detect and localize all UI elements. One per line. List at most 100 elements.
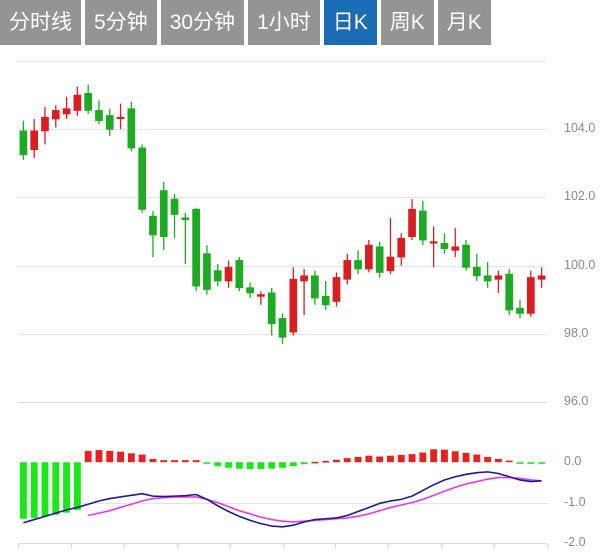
price-gridline-top [18, 61, 547, 62]
macd-histogram-bar [516, 462, 524, 464]
tab-period-4[interactable]: 日K [323, 0, 377, 45]
price-panel: 104.0 102.0 100.0 98.0 96.0 [0, 51, 603, 409]
macd-bottom-axis [18, 543, 547, 544]
candlestick-series[interactable] [0, 51, 603, 409]
candle-body[interactable] [440, 243, 449, 249]
x-axis-tick [494, 544, 496, 548]
candle-body[interactable] [397, 237, 406, 258]
candle-body[interactable] [257, 294, 265, 297]
candle-body[interactable] [181, 217, 190, 220]
candle-body[interactable] [203, 253, 211, 290]
candle-body[interactable] [213, 270, 222, 282]
macd-histogram-bar [257, 462, 265, 470]
tab-label: 日K [332, 11, 368, 34]
macd-histogram-bar [419, 452, 427, 463]
candle-body[interactable] [73, 94, 82, 111]
tab-period-5[interactable]: 周K [380, 0, 434, 45]
candle-body[interactable] [300, 275, 308, 282]
macd-axis-label-1: -1.0 [564, 494, 586, 509]
candle-body[interactable] [105, 115, 114, 130]
tab-period-3[interactable]: 1小时 [248, 0, 320, 45]
candle-body[interactable] [451, 246, 460, 251]
macd-histogram-bar [354, 456, 362, 463]
candle-body[interactable] [224, 266, 233, 282]
candle-body[interactable] [149, 215, 157, 236]
macd-histogram-bar [527, 462, 535, 464]
macd-panel: 0.0 -1.0 -2.0 [0, 409, 603, 556]
macd-histogram-bar [387, 455, 394, 463]
candle-body[interactable] [526, 277, 535, 314]
candle-body[interactable] [289, 278, 298, 333]
candle-body[interactable] [354, 260, 362, 270]
tab-label: 周K [389, 11, 425, 34]
candle-body[interactable] [343, 260, 352, 280]
tab-period-6[interactable]: 月K [437, 0, 491, 45]
macd-histogram-bar [333, 459, 340, 463]
candle-body[interactable] [246, 287, 254, 294]
x-axis-tick [441, 544, 443, 548]
candle-body[interactable] [267, 292, 276, 324]
candle-body[interactable] [462, 244, 470, 268]
candle-body[interactable] [192, 208, 200, 287]
candle-body[interactable] [408, 208, 416, 238]
macd-axis-label-2: -2.0 [564, 535, 586, 549]
candle-body[interactable] [278, 318, 287, 338]
macd-histogram-bar [289, 462, 297, 467]
candle-body[interactable] [505, 273, 514, 311]
macd-histogram-bar [430, 449, 438, 463]
candle-body[interactable] [516, 307, 524, 314]
price-axis-label-3: 98.0 [564, 325, 589, 340]
candle-body[interactable] [116, 116, 125, 120]
macd-histogram-bar [106, 450, 114, 463]
x-axis-tick [18, 544, 19, 548]
candle-body[interactable] [311, 275, 319, 299]
candle-body[interactable] [472, 266, 481, 277]
macd-histogram-bar [41, 462, 49, 517]
price-axis-label-2: 100.0 [564, 257, 596, 272]
candle-body[interactable] [429, 241, 438, 244]
candle-body[interactable] [332, 277, 341, 302]
candle-body[interactable] [19, 130, 28, 156]
candle-body[interactable] [127, 108, 136, 149]
price-axis-label-4: 96.0 [564, 394, 589, 408]
macd-histogram-bar [408, 454, 416, 463]
macd-dea-line [87, 476, 542, 523]
tab-label: 1小时 [257, 11, 311, 34]
tab-period-1[interactable]: 5分钟 [85, 0, 157, 45]
tab-period-2[interactable]: 30分钟 [160, 0, 245, 45]
price-axis-label-1: 102.0 [564, 189, 596, 204]
macd-histogram-bar [484, 456, 492, 463]
candle-body[interactable] [30, 130, 39, 151]
macd-histogram-bar [84, 450, 92, 463]
macd-histogram-bar [235, 462, 243, 469]
price-gridline-4 [18, 402, 547, 403]
macd-histogram-bar [52, 462, 60, 515]
candle-body[interactable] [84, 92, 93, 111]
candle-body[interactable] [51, 110, 60, 120]
x-axis-tick [335, 544, 337, 548]
candle-body[interactable] [375, 246, 384, 273]
candle-body[interactable] [483, 275, 492, 282]
candle-body[interactable] [235, 260, 244, 289]
candle-body[interactable] [41, 116, 49, 132]
candle-body[interactable] [170, 198, 179, 215]
candle-body[interactable] [159, 190, 168, 238]
candle-body[interactable] [62, 108, 71, 115]
candle-body[interactable] [418, 210, 427, 241]
candle-body[interactable] [138, 147, 147, 210]
candle-body[interactable] [365, 244, 373, 270]
x-axis-tick [70, 544, 72, 548]
price-axis-label-0: 104.0 [564, 121, 596, 136]
tab-period-0[interactable]: 分时线 [0, 0, 81, 45]
macd-histogram-bar [160, 460, 168, 463]
macd-histogram-bar [63, 462, 71, 513]
candle-body[interactable] [321, 295, 330, 306]
macd-series[interactable] [0, 409, 603, 556]
candle-body[interactable] [494, 275, 503, 280]
macd-gridlines: 0.0 -1.0 -2.0 [0, 409, 603, 556]
macd-histogram-bar [440, 449, 448, 463]
candle-body[interactable] [537, 275, 546, 280]
candle-body[interactable] [95, 110, 103, 122]
tab-label: 分时线 [9, 11, 72, 34]
candle-body[interactable] [386, 256, 395, 272]
